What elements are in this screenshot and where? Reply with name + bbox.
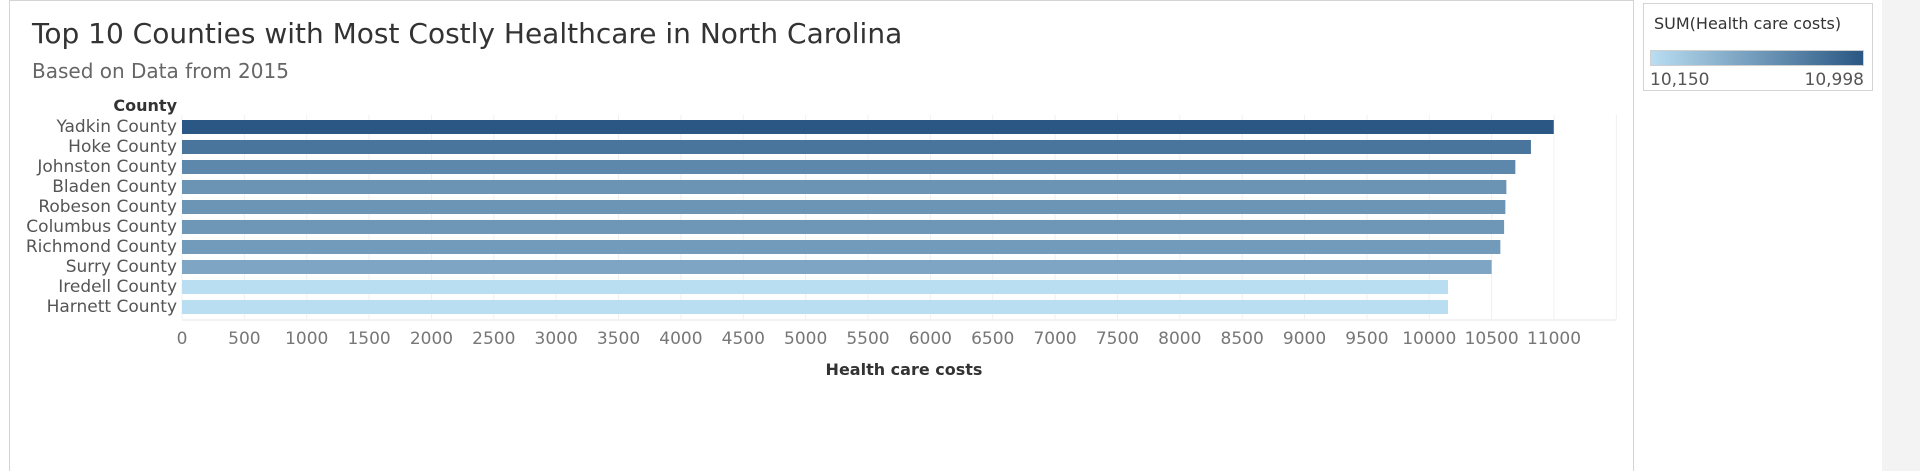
category-label: Surry County	[66, 257, 177, 277]
category-label: Johnston County	[36, 157, 177, 177]
bar-bladen-county	[182, 180, 1507, 194]
bar-harnett-county	[182, 300, 1448, 314]
legend-color-ramp	[1650, 50, 1864, 66]
bar-yadkin-county	[182, 120, 1554, 134]
row-header-county: County	[113, 96, 177, 115]
category-label: Hoke County	[68, 137, 177, 157]
x-tick-label: 6000	[909, 329, 952, 349]
category-label: Richmond County	[26, 237, 177, 257]
x-tick-label: 7000	[1033, 329, 1076, 349]
category-label: Harnett County	[47, 297, 177, 317]
x-tick-label: 10500	[1465, 329, 1519, 349]
x-tick-label: 5500	[846, 329, 889, 349]
x-tick-label: 10000	[1402, 329, 1456, 349]
category-label: Robeson County	[38, 197, 177, 217]
x-tick-label: 7500	[1096, 329, 1139, 349]
x-tick-label: 9000	[1283, 329, 1326, 349]
chart-subtitle: Based on Data from 2015	[32, 59, 289, 83]
legend-title: SUM(Health care costs)	[1654, 14, 1842, 33]
x-axis-title: Health care costs	[826, 360, 983, 379]
x-tick-label: 1500	[347, 329, 390, 349]
x-tick-label: 5000	[784, 329, 827, 349]
x-tick-label: 3000	[535, 329, 578, 349]
bar-surry-county	[182, 260, 1492, 274]
viz-pane: Top 10 Counties with Most Costly Healthc…	[9, 0, 1634, 471]
category-label: Iredell County	[58, 277, 177, 297]
color-legend[interactable]: SUM(Health care costs) 10,150 10,998	[1643, 3, 1873, 91]
bar-johnston-county	[182, 160, 1516, 174]
x-tick-label: 6500	[971, 329, 1014, 349]
bar-richmond-county	[182, 240, 1501, 254]
x-tick-label: 2000	[410, 329, 453, 349]
bar-robeson-county	[182, 200, 1506, 214]
x-tick-label: 2500	[472, 329, 515, 349]
bar-hoke-county	[182, 140, 1531, 154]
x-tick-label: 4000	[659, 329, 702, 349]
x-tick-label: 8500	[1221, 329, 1264, 349]
x-tick-label: 9500	[1345, 329, 1388, 349]
x-tick-label: 500	[228, 329, 260, 349]
category-label: Yadkin County	[55, 117, 177, 137]
x-tick-label: 8000	[1158, 329, 1201, 349]
scrollbar-gutter[interactable]	[1882, 0, 1920, 471]
category-label: Bladen County	[52, 177, 177, 197]
x-tick-label: 4500	[722, 329, 765, 349]
legend-max-label: 10,998	[1804, 70, 1864, 90]
chart-title: Top 10 Counties with Most Costly Healthc…	[32, 17, 903, 50]
x-tick-label: 0	[177, 329, 188, 349]
legend-min-label: 10,150	[1650, 70, 1710, 90]
x-tick-label: 3500	[597, 329, 640, 349]
x-tick-label: 11000	[1527, 329, 1581, 349]
category-label: Columbus County	[26, 217, 177, 237]
bar-iredell-county	[182, 280, 1448, 294]
bar-columbus-county	[182, 220, 1505, 234]
x-tick-label: 1000	[285, 329, 328, 349]
